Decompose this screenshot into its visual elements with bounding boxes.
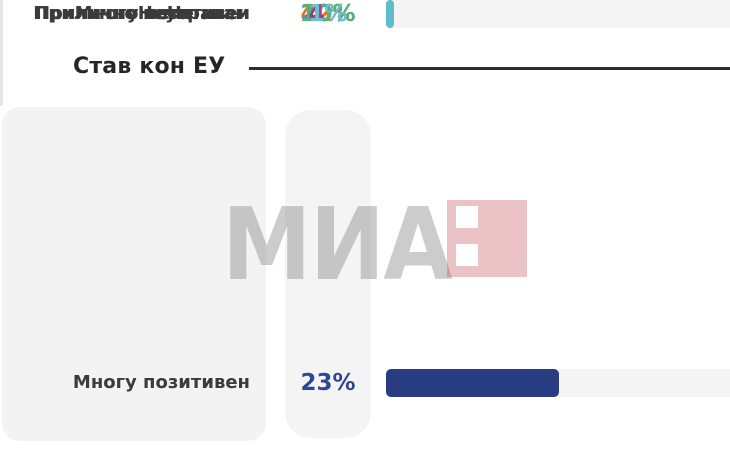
- category-label: Не знам: [166, 3, 250, 24]
- bar-track: [386, 0, 730, 28]
- bar-dont-know: [386, 0, 394, 28]
- chart-row: Не знам 1%: [0, 0, 730, 28]
- category-labels-panel: [2, 107, 266, 441]
- watermark-logo-shape: [447, 200, 527, 277]
- title-rule: [249, 67, 730, 70]
- category-label: Прилично негативен: [34, 3, 250, 24]
- watermark-logo-block: [447, 200, 527, 277]
- category-label: Прилично позитивен: [33, 3, 250, 24]
- category-label: Многу позитивен: [72, 372, 250, 393]
- value-label: 10%: [300, 1, 356, 27]
- value-labels-panel: [285, 110, 371, 438]
- value-label: 1%: [308, 1, 348, 27]
- category-label: Многу негативен: [74, 3, 250, 24]
- value-label: 23%: [300, 370, 356, 396]
- chart-title: Став кон ЕУ: [73, 54, 226, 79]
- category-label: Неутрален: [137, 3, 250, 24]
- value-label: 42%: [300, 1, 356, 27]
- value-label: 4%: [308, 1, 348, 27]
- bar-very-positive: [386, 369, 559, 397]
- value-label: 20%: [300, 1, 356, 27]
- chart-row: Многу позитивен 23%: [0, 369, 730, 397]
- page-edge-strip: [0, 0, 3, 106]
